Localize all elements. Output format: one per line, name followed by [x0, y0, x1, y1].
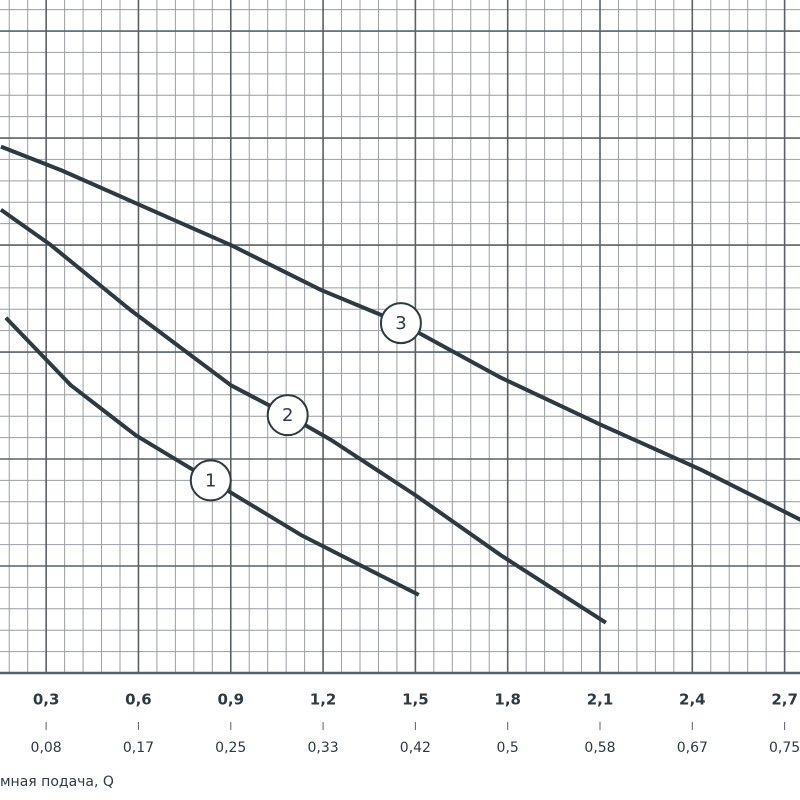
- series-label: 3: [395, 313, 406, 334]
- series-label-circle: [266, 394, 309, 437]
- x-tick-label: 1,2: [310, 691, 337, 709]
- x2-tick-label: 0,67: [677, 740, 708, 756]
- series-line: [4, 316, 420, 597]
- x-axis-label: мная подача, Q: [0, 774, 114, 790]
- x2-tick-label: 0,33: [307, 740, 338, 756]
- x2-tick-label: 0,17: [123, 740, 154, 756]
- series-label: 2: [282, 405, 293, 426]
- x-tick-label: 1,5: [402, 691, 429, 709]
- series-label-circle: [379, 302, 422, 345]
- x2-tick-label: 0,58: [584, 740, 615, 756]
- x2-tick-label: 0,42: [400, 740, 431, 756]
- x-tick-label: 2,4: [679, 691, 706, 709]
- x-tick-label: 2,1: [587, 691, 614, 709]
- series-label: 1: [205, 470, 216, 491]
- series-label-circle: [189, 459, 232, 502]
- x2-tick-label: 0,08: [31, 740, 62, 756]
- x2-tick-label: 0,25: [215, 740, 246, 756]
- x2-tick-label: 0,5: [497, 740, 519, 756]
- x-tick-label: 0,6: [125, 691, 152, 709]
- x-tick-label: 2,7: [771, 691, 798, 709]
- x2-tick-label: 0,75: [769, 740, 800, 756]
- x-tick-label: 0,3: [33, 691, 60, 709]
- x-tick-label: 0,9: [217, 691, 244, 709]
- series-line: [0, 144, 800, 522]
- x-tick-label: 1,8: [494, 691, 521, 709]
